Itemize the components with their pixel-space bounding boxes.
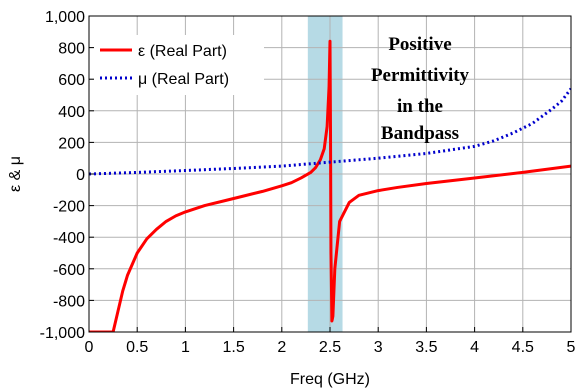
x-tick-label: 3.5 bbox=[415, 339, 437, 356]
series-layer bbox=[89, 39, 571, 332]
x-tick-label: 4.5 bbox=[512, 339, 534, 356]
series-line-mu bbox=[89, 87, 571, 176]
y-tick-label: 1,000 bbox=[45, 9, 85, 26]
y-tick-label: 600 bbox=[58, 72, 85, 89]
y-tick-label: 800 bbox=[58, 41, 85, 58]
x-tick-label: 1.5 bbox=[222, 339, 244, 356]
y-tick-label: 0 bbox=[76, 167, 85, 184]
tick-label-layer: 0 0.5 1 1.5 2 2.5 3 3.5 4 4.5 5 -1,000 -800 -600 -400 -… bbox=[40, 9, 576, 356]
annotation-line-1: Positive bbox=[388, 34, 451, 55]
annotation-line-4: Bandpass bbox=[381, 123, 459, 144]
legend-label-mu: μ (Real Part) bbox=[138, 71, 229, 88]
x-tick-label: 2.5 bbox=[319, 339, 341, 356]
x-axis-label: Freq (GHz) bbox=[290, 371, 370, 388]
y-tick-label: -200 bbox=[53, 199, 85, 216]
y-tick-label: 400 bbox=[58, 104, 85, 121]
legend-box bbox=[94, 35, 264, 95]
x-tick-label: 1 bbox=[181, 339, 190, 356]
annotation-line-2: Permittivity bbox=[371, 65, 470, 86]
legend: ε (Real Part) μ (Real Part) bbox=[94, 35, 264, 95]
x-tick-label: 0.5 bbox=[126, 339, 148, 356]
legend-label-epsilon: ε (Real Part) bbox=[138, 43, 227, 60]
x-tick-label: 5 bbox=[567, 339, 576, 356]
y-tick-label: -400 bbox=[53, 230, 85, 247]
y-tick-label: -800 bbox=[53, 293, 85, 310]
y-tick-label: 200 bbox=[58, 135, 85, 152]
series-line-epsilon bbox=[89, 39, 571, 332]
x-tick-label: 0 bbox=[85, 339, 94, 356]
y-tick-label: -1,000 bbox=[40, 325, 85, 342]
y-tick-label: -600 bbox=[53, 262, 85, 279]
x-tick-label: 2 bbox=[277, 339, 286, 356]
annotation-line-3: in the bbox=[397, 96, 443, 117]
y-axis-label: ε & μ bbox=[7, 156, 24, 192]
annotation: Positive Permittivity in the Bandpass bbox=[371, 34, 470, 144]
x-tick-label: 3 bbox=[374, 339, 383, 356]
x-tick-label: 4 bbox=[470, 339, 479, 356]
